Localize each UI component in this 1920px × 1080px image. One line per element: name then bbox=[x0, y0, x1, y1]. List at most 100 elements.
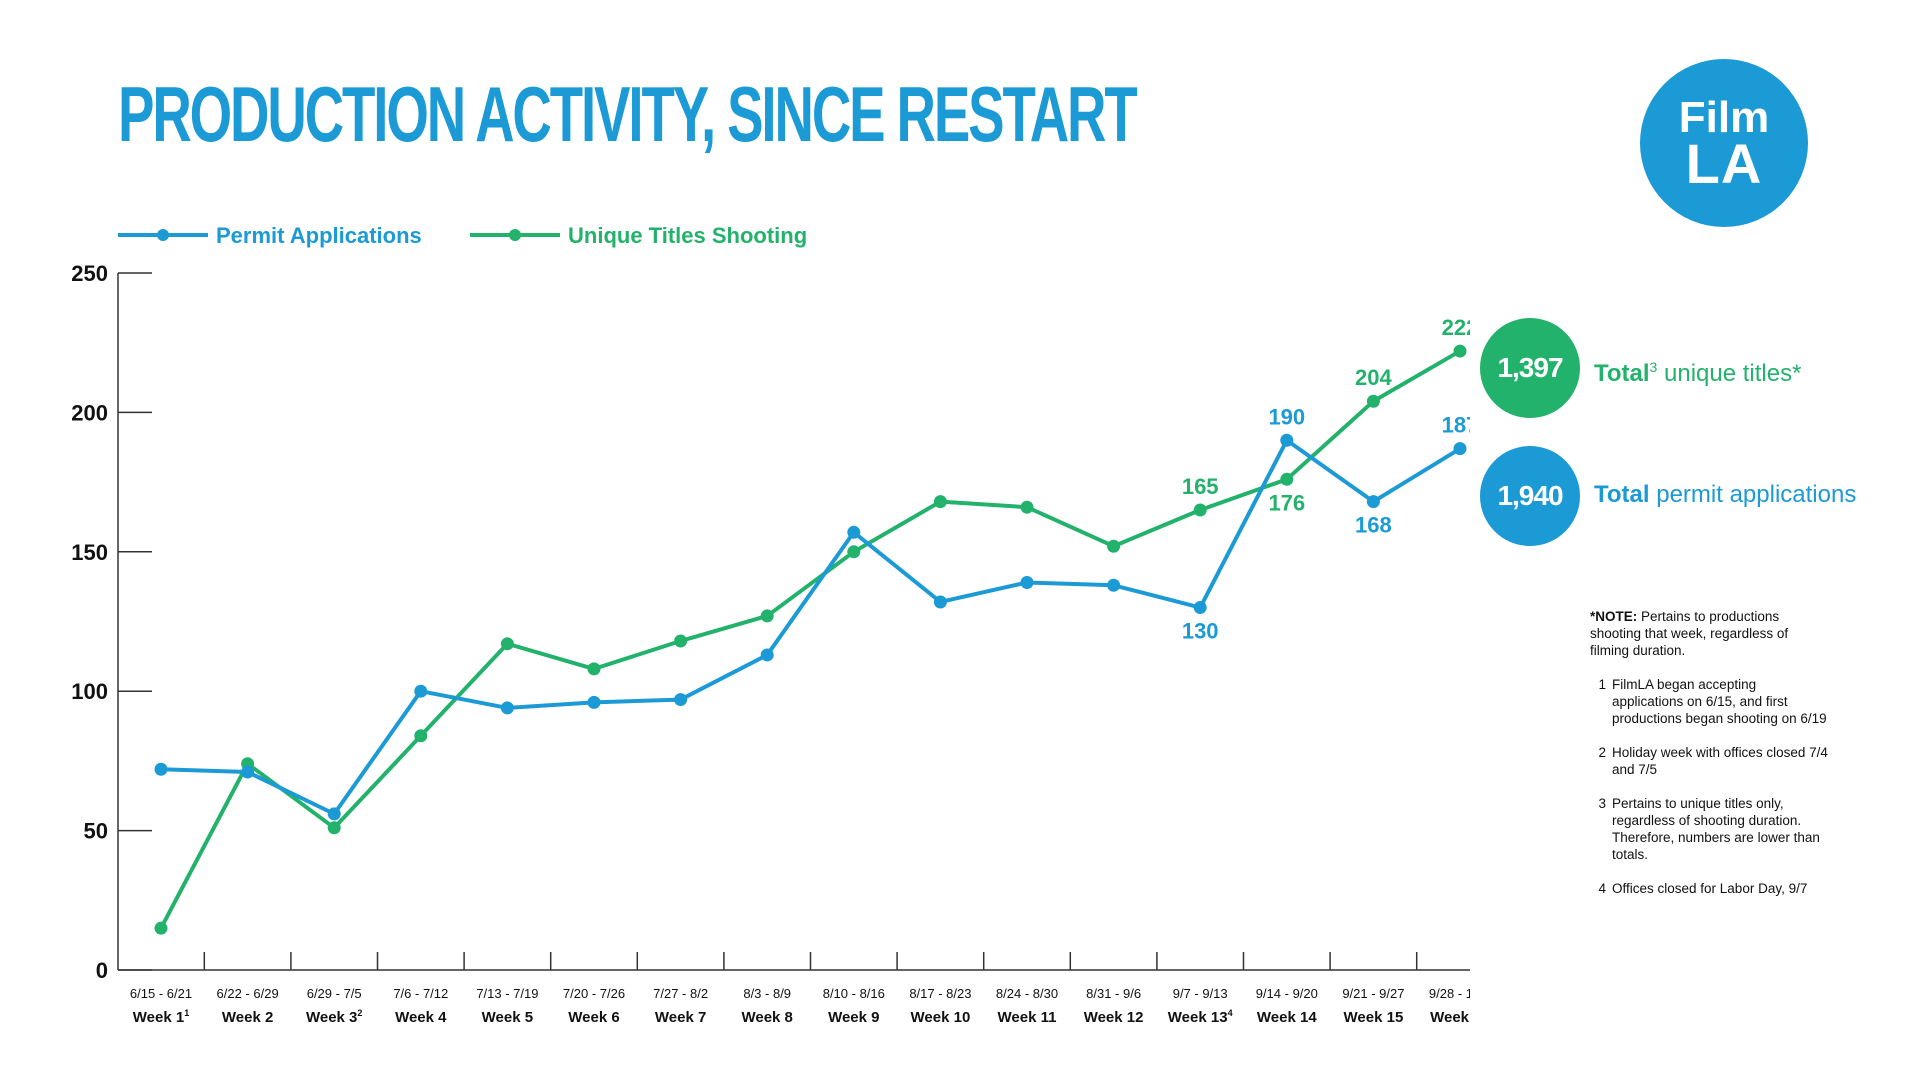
x-tick-week: Week 5 bbox=[482, 1009, 533, 1026]
data-point bbox=[933, 595, 947, 609]
data-label: 204 bbox=[1355, 365, 1392, 390]
data-point bbox=[154, 762, 168, 776]
data-label: 165 bbox=[1182, 474, 1219, 499]
total-permits-rest: permit applications bbox=[1649, 481, 1857, 508]
series-line-unique-titles-shooting bbox=[159, 349, 1462, 931]
total-permits-label: Total permit applications bbox=[1594, 477, 1856, 513]
total-permits-bold: Total bbox=[1594, 481, 1650, 508]
data-point bbox=[1453, 442, 1467, 456]
x-tick-week: Week 14 bbox=[1257, 1009, 1317, 1026]
y-tick-label: 0 bbox=[96, 958, 108, 983]
total-unique-circle: 1,397 bbox=[1480, 318, 1580, 418]
total-unique-label: Total3 unique titles* bbox=[1594, 349, 1801, 392]
data-label: 190 bbox=[1268, 404, 1305, 429]
x-tick-range: 7/20 - 7/26 bbox=[563, 986, 625, 1001]
footnote-text: Holiday week with offices closed 7/4 and… bbox=[1612, 745, 1828, 777]
x-tick-range: 8/3 - 8/9 bbox=[743, 986, 791, 1001]
data-point bbox=[500, 637, 514, 651]
legend-label: Unique Titles Shooting bbox=[568, 223, 807, 248]
x-tick-superscript: 4 bbox=[1228, 1008, 1233, 1018]
legend-marker bbox=[509, 229, 521, 241]
y-tick-label: 50 bbox=[84, 819, 108, 844]
data-label: 176 bbox=[1268, 490, 1305, 515]
footnote-number: 4 bbox=[1598, 881, 1606, 896]
x-tick-superscript: 1 bbox=[184, 1008, 189, 1018]
x-tick-week: Week 7 bbox=[655, 1009, 706, 1026]
footnote-text: Pertains to unique titles only, regardle… bbox=[1612, 796, 1820, 862]
data-point bbox=[327, 807, 341, 821]
x-tick-range: 7/27 - 8/2 bbox=[653, 986, 708, 1001]
x-tick-week: Week 11 bbox=[998, 1009, 1057, 1026]
note-bold: *NOTE: bbox=[1590, 609, 1638, 624]
data-point bbox=[1366, 495, 1380, 509]
data-point bbox=[674, 634, 688, 648]
x-tick-week: Week 2 bbox=[222, 1009, 273, 1026]
y-tick-label: 100 bbox=[71, 679, 108, 704]
x-tick-range: 9/7 - 9/13 bbox=[1173, 986, 1228, 1001]
y-tick-label: 150 bbox=[71, 540, 108, 565]
x-tick-range: 9/21 - 9/27 bbox=[1342, 986, 1404, 1001]
data-point bbox=[1107, 539, 1121, 553]
footnote-text: FilmLA began accepting applications on 6… bbox=[1612, 677, 1827, 726]
x-tick-range: 6/29 - 7/5 bbox=[307, 986, 362, 1001]
legend-marker bbox=[157, 229, 169, 241]
x-tick-range: 9/28 - 10/4 bbox=[1429, 986, 1470, 1001]
footnote-4: 4 Offices closed for Labor Day, 9/7 bbox=[1590, 880, 1830, 897]
logo-line-1: Film bbox=[1678, 93, 1770, 142]
data-point bbox=[414, 684, 428, 698]
footnote-3: 3 Pertains to unique titles only, regardl… bbox=[1590, 795, 1830, 863]
x-tick-range: 9/14 - 9/20 bbox=[1256, 986, 1318, 1001]
data-label: 187 bbox=[1442, 413, 1470, 438]
data-point bbox=[1020, 575, 1034, 589]
footnote-1: 1 FilmLA began accepting applications on … bbox=[1590, 676, 1830, 727]
series-line-permit-applications bbox=[159, 438, 1462, 816]
x-tick-range: 8/10 - 8/16 bbox=[823, 986, 885, 1001]
footnote-number: 1 bbox=[1598, 677, 1606, 692]
data-point bbox=[327, 821, 341, 835]
y-tick-label: 200 bbox=[71, 400, 108, 425]
data-label: 130 bbox=[1182, 619, 1219, 644]
x-tick-range: 6/15 - 6/21 bbox=[130, 986, 192, 1001]
x-tick-week: Week 134 bbox=[1168, 1008, 1233, 1026]
data-label: 222 bbox=[1442, 315, 1470, 340]
data-point bbox=[1193, 601, 1207, 615]
x-tick-week: Week 8 bbox=[741, 1009, 792, 1026]
footnote-text: Offices closed for Labor Day, 9/7 bbox=[1612, 881, 1808, 896]
data-point bbox=[241, 765, 255, 779]
data-point bbox=[1366, 394, 1380, 408]
x-tick-superscript: 2 bbox=[357, 1008, 362, 1018]
data-point bbox=[1280, 433, 1294, 447]
data-point bbox=[847, 545, 861, 559]
logo-line-2: LA bbox=[1685, 132, 1763, 195]
total-unique-bold: Total bbox=[1594, 360, 1650, 387]
data-point bbox=[1193, 503, 1207, 517]
note-text: Pertains to productions shooting that we… bbox=[1590, 609, 1789, 658]
data-point bbox=[1107, 578, 1121, 592]
data-point bbox=[414, 729, 428, 743]
page-title: PRODUCTION ACTIVITY, SINCE RESTART bbox=[118, 70, 1138, 158]
data-point bbox=[587, 662, 601, 676]
data-point bbox=[847, 525, 861, 539]
data-point bbox=[760, 609, 774, 623]
data-point bbox=[933, 495, 947, 509]
x-tick-week: Week 15 bbox=[1344, 1009, 1404, 1026]
line-chart: Permit Applications Unique Titles Shootin… bbox=[71, 223, 1470, 1026]
x-tick-week: Week 6 bbox=[568, 1009, 619, 1026]
x-tick-range: 6/22 - 6/29 bbox=[217, 986, 279, 1001]
total-unique-sup: 3 bbox=[1649, 359, 1658, 375]
footnote-2: 2 Holiday week with offices closed 7/4 an… bbox=[1590, 744, 1830, 778]
x-tick-week: Week 16 bbox=[1430, 1009, 1470, 1026]
x-tick-week: Week 4 bbox=[395, 1009, 447, 1026]
data-point bbox=[1280, 472, 1294, 486]
x-tick-week: Week 9 bbox=[828, 1009, 879, 1026]
x-tick-range: 8/24 - 8/30 bbox=[996, 986, 1058, 1001]
x-tick-range: 7/13 - 7/19 bbox=[476, 986, 538, 1001]
x-tick-week: Week 10 bbox=[911, 1009, 971, 1026]
footnote-number: 2 bbox=[1598, 745, 1606, 760]
data-point bbox=[760, 648, 774, 662]
y-tick-label: 250 bbox=[71, 261, 108, 286]
x-tick-range: 8/31 - 9/6 bbox=[1086, 986, 1141, 1001]
data-point bbox=[1453, 344, 1467, 358]
data-point bbox=[500, 701, 514, 715]
data-point bbox=[154, 921, 168, 935]
